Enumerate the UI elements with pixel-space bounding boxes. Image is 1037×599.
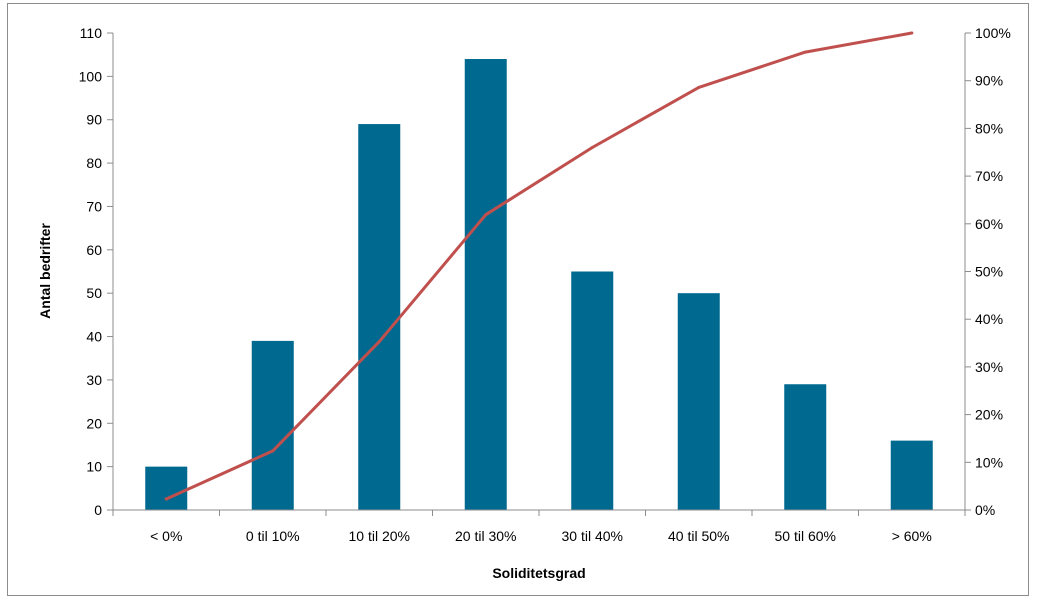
axes: 0 10 20 30 40 50 60 70 80 90 100 110 0% 10% 20% 30% 40% 5… xyxy=(79,25,1011,544)
bar xyxy=(890,440,933,510)
y-tick-label: 50 xyxy=(86,285,102,301)
y2-tick-label: 80% xyxy=(975,120,1003,136)
x-tick-label: 0 til 10% xyxy=(246,528,300,544)
line-point xyxy=(271,449,275,453)
cumulative-line xyxy=(164,31,914,501)
y2-tick-label: 60% xyxy=(975,216,1003,232)
bar xyxy=(251,340,294,510)
y-tick-label: 30 xyxy=(86,372,102,388)
line-point xyxy=(164,497,168,501)
line-point xyxy=(697,85,701,89)
x-tick-label: 30 til 40% xyxy=(562,528,623,544)
x-tick-label: < 0% xyxy=(150,528,182,544)
x-tick-label: 50 til 60% xyxy=(775,528,836,544)
y2-tick-label: 70% xyxy=(975,168,1003,184)
line-point xyxy=(910,31,914,35)
y-tick-label: 20 xyxy=(86,415,102,431)
bar xyxy=(464,59,507,510)
y-tick-label: 110 xyxy=(80,25,103,41)
bar xyxy=(571,271,614,510)
y-tick-label: 40 xyxy=(86,329,102,345)
y2-tick-label: 10% xyxy=(975,454,1003,470)
y-tick-label: 0 xyxy=(94,502,102,518)
y-tick-label: 80 xyxy=(86,155,102,171)
x-tick-label: 40 til 50% xyxy=(668,528,729,544)
y2-tick-label: 20% xyxy=(975,407,1003,423)
x-tick-label: 10 til 20% xyxy=(349,528,410,544)
bar xyxy=(784,384,827,510)
bar xyxy=(145,466,188,510)
y-tick-label: 70 xyxy=(86,198,102,214)
line-point xyxy=(484,213,488,217)
y2-tick-label: 90% xyxy=(975,73,1003,89)
line-point xyxy=(803,50,807,54)
line-point xyxy=(590,145,594,149)
y-tick-label: 100 xyxy=(79,68,103,84)
y2-tick-label: 0% xyxy=(975,502,995,518)
bar-series xyxy=(145,59,933,511)
y-tick-label: 90 xyxy=(86,112,102,128)
cumulative-line-series xyxy=(164,31,914,501)
y-tick-label: 60 xyxy=(86,242,102,258)
y2-tick-label: 100% xyxy=(975,25,1011,41)
bar xyxy=(358,124,401,511)
x-tick-label: 20 til 30% xyxy=(455,528,516,544)
line-point xyxy=(377,340,381,344)
y-tick-label: 10 xyxy=(86,459,102,475)
y-axis-title: Antal bedrifter xyxy=(37,223,53,319)
y2-tick-label: 30% xyxy=(975,359,1003,375)
x-axis-title: Soliditetsgrad xyxy=(492,565,585,581)
y2-tick-label: 50% xyxy=(975,264,1003,280)
bar xyxy=(677,293,720,510)
y2-tick-label: 40% xyxy=(975,311,1003,327)
x-tick-label: > 60% xyxy=(892,528,932,544)
